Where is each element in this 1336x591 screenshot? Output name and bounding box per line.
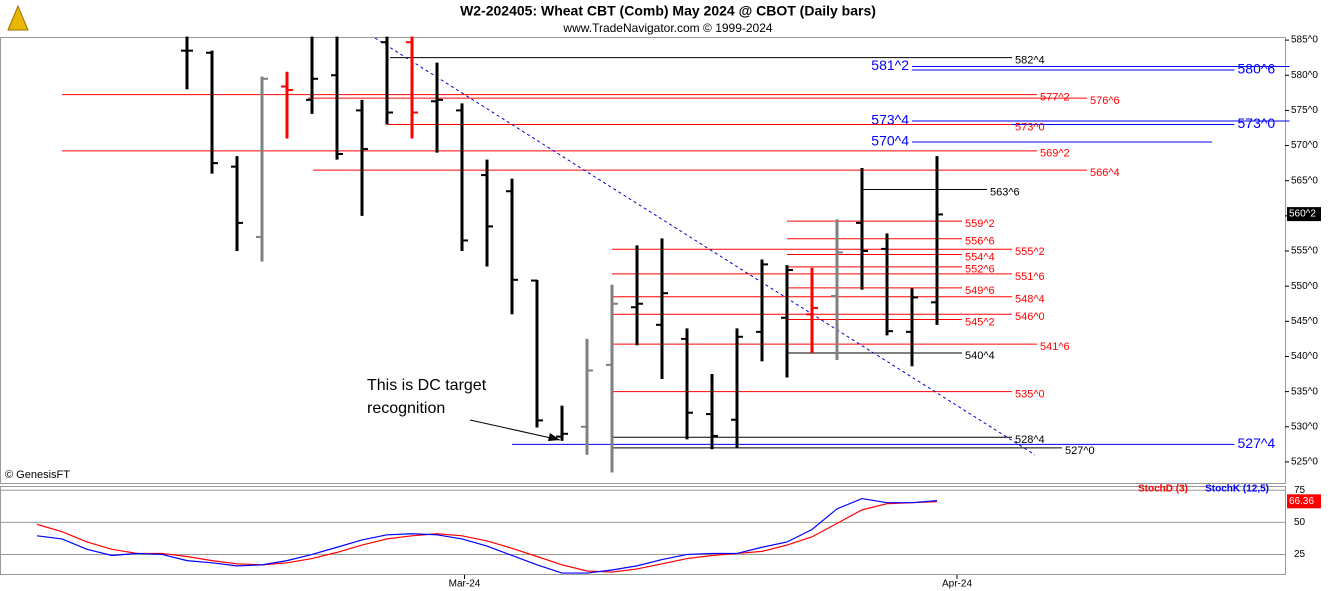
stoch-line	[36, 501, 938, 573]
annotation: recognition	[367, 400, 445, 417]
level-label: 573^4	[871, 112, 909, 128]
x-tick-label: Mar-24	[449, 579, 481, 590]
trendline	[374, 37, 1036, 456]
y-tick-label: 25	[1294, 549, 1306, 560]
level-label: 554^4	[965, 251, 995, 263]
y-tick-label: 565^0	[1291, 175, 1318, 186]
y-tick-label: 530^0	[1291, 421, 1318, 432]
y-tick-label: 535^0	[1291, 386, 1318, 397]
level-label: 573^0	[1238, 115, 1276, 131]
level-label: 577^2	[1040, 91, 1070, 103]
level-label: 527^4	[1238, 435, 1276, 451]
y-tick-label: 550^0	[1291, 281, 1318, 292]
level-label: 546^0	[1015, 311, 1045, 323]
y-tick-label: 75	[1294, 485, 1306, 496]
arrow-head	[548, 433, 560, 441]
y-tick-label: 545^0	[1291, 316, 1318, 327]
annotation: This is DC target	[367, 377, 487, 394]
level-label: 552^6	[965, 264, 995, 276]
chart-title: W2-202405: Wheat CBT (Comb) May 2024 @ C…	[460, 3, 876, 19]
y-tick-label: 570^0	[1291, 140, 1318, 151]
y-tick-label: 540^0	[1291, 351, 1318, 362]
level-label: 566^4	[1090, 167, 1120, 179]
price-panel	[0, 37, 1286, 484]
level-label: 540^4	[965, 350, 995, 362]
y-tick-label: 555^0	[1291, 246, 1318, 257]
x-tick-label: Apr-24	[942, 579, 972, 590]
stoch-line	[36, 497, 938, 574]
level-label: 528^4	[1015, 434, 1045, 446]
y-tick-label: 525^0	[1291, 457, 1318, 468]
last-price-label: 560^2	[1289, 209, 1316, 220]
source: © GenesisFT	[5, 469, 70, 481]
level-label: 582^4	[1015, 55, 1045, 67]
level-label: 569^2	[1040, 148, 1070, 160]
y-tick-label: 580^0	[1291, 70, 1318, 81]
level-label: 555^2	[1015, 246, 1045, 258]
y-tick-label: 575^0	[1291, 105, 1318, 116]
level-label: 535^0	[1015, 389, 1045, 401]
level-label: 527^0	[1065, 445, 1095, 457]
y-tick-label: 585^0	[1291, 35, 1318, 46]
level-label: 563^6	[990, 186, 1020, 198]
legend-entry: StochK (12,5)	[1205, 484, 1269, 495]
last-price-box	[1287, 207, 1321, 222]
last-value-box	[1287, 494, 1321, 509]
level-label: 541^6	[1040, 341, 1070, 353]
last-value-label: 66.36	[1289, 496, 1314, 507]
level-label: 559^2	[965, 218, 995, 230]
level-label: 581^2	[871, 57, 909, 73]
chart-subtitle: www.TradeNavigator.com © 1999-2024	[562, 21, 772, 35]
level-label: 580^6	[1238, 61, 1276, 77]
level-label: 573^0	[1015, 121, 1045, 133]
legend-entry: StochD (3)	[1138, 484, 1188, 495]
annotation-arrow	[469, 419, 561, 441]
logo	[7, 4, 29, 31]
level-label: 548^4	[1015, 294, 1045, 306]
level-label: 545^2	[965, 316, 995, 328]
level-label: 549^6	[965, 285, 995, 297]
level-label: 570^4	[871, 133, 909, 149]
level-label: 576^6	[1090, 95, 1120, 107]
level-label: 551^6	[1015, 271, 1045, 283]
level-label: 556^6	[965, 236, 995, 248]
stoch-panel	[0, 486, 1286, 575]
y-tick-label: 50	[1294, 517, 1306, 528]
